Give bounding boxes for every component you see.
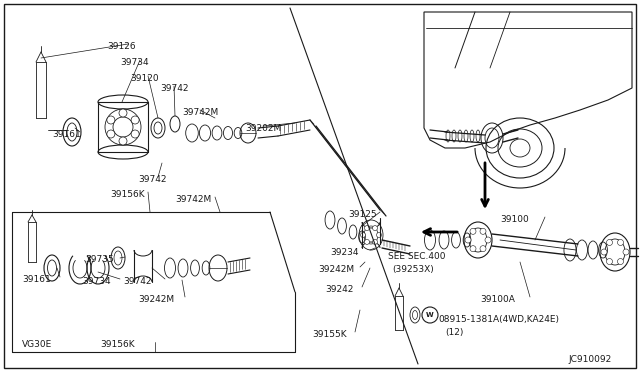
Circle shape — [131, 116, 139, 124]
Text: 39156K: 39156K — [100, 340, 134, 349]
Text: W: W — [426, 312, 434, 318]
Text: 39234: 39234 — [330, 248, 358, 257]
Circle shape — [119, 137, 127, 145]
Circle shape — [470, 228, 476, 234]
Circle shape — [485, 237, 491, 243]
Circle shape — [618, 259, 623, 264]
Text: 39742: 39742 — [138, 175, 166, 184]
Circle shape — [601, 249, 607, 255]
Text: 39156K: 39156K — [110, 190, 145, 199]
Circle shape — [107, 116, 115, 124]
Text: 08915-1381A(4WD,KA24E): 08915-1381A(4WD,KA24E) — [438, 315, 559, 324]
Circle shape — [607, 240, 612, 246]
Text: 39242M: 39242M — [138, 295, 174, 304]
Text: 39742: 39742 — [123, 277, 152, 286]
Text: 39742: 39742 — [160, 84, 189, 93]
Text: (39253X): (39253X) — [392, 265, 434, 274]
Circle shape — [480, 246, 486, 252]
Circle shape — [119, 109, 127, 117]
Circle shape — [372, 240, 378, 244]
Text: 39202M: 39202M — [245, 124, 281, 133]
Circle shape — [480, 228, 486, 234]
Text: 39742M: 39742M — [175, 195, 211, 204]
Circle shape — [372, 225, 378, 231]
Circle shape — [618, 240, 623, 246]
Text: 39155K: 39155K — [312, 330, 347, 339]
Text: 39734: 39734 — [120, 58, 148, 67]
Text: (12): (12) — [445, 328, 463, 337]
Circle shape — [470, 246, 476, 252]
Circle shape — [131, 130, 139, 138]
Text: 39100: 39100 — [500, 215, 529, 224]
Text: 39100A: 39100A — [480, 295, 515, 304]
Text: 39120: 39120 — [130, 74, 159, 83]
Circle shape — [107, 130, 115, 138]
Circle shape — [465, 237, 471, 243]
Text: 39161: 39161 — [52, 130, 81, 139]
Text: 39242M: 39242M — [318, 265, 354, 274]
Text: 39242: 39242 — [325, 285, 353, 294]
Circle shape — [365, 225, 369, 231]
Circle shape — [360, 232, 365, 237]
Circle shape — [623, 249, 629, 255]
Text: JC910092: JC910092 — [568, 355, 611, 364]
Text: VG30E: VG30E — [22, 340, 52, 349]
Text: SEE SEC.400: SEE SEC.400 — [388, 252, 445, 261]
Text: 39125: 39125 — [348, 210, 376, 219]
Text: 39735: 39735 — [85, 255, 114, 264]
Text: 39126: 39126 — [107, 42, 136, 51]
Text: 39734: 39734 — [82, 277, 111, 286]
Text: 39742M: 39742M — [182, 108, 218, 117]
Circle shape — [365, 240, 369, 244]
Text: 39161: 39161 — [22, 275, 51, 284]
Circle shape — [376, 232, 381, 237]
Circle shape — [607, 259, 612, 264]
